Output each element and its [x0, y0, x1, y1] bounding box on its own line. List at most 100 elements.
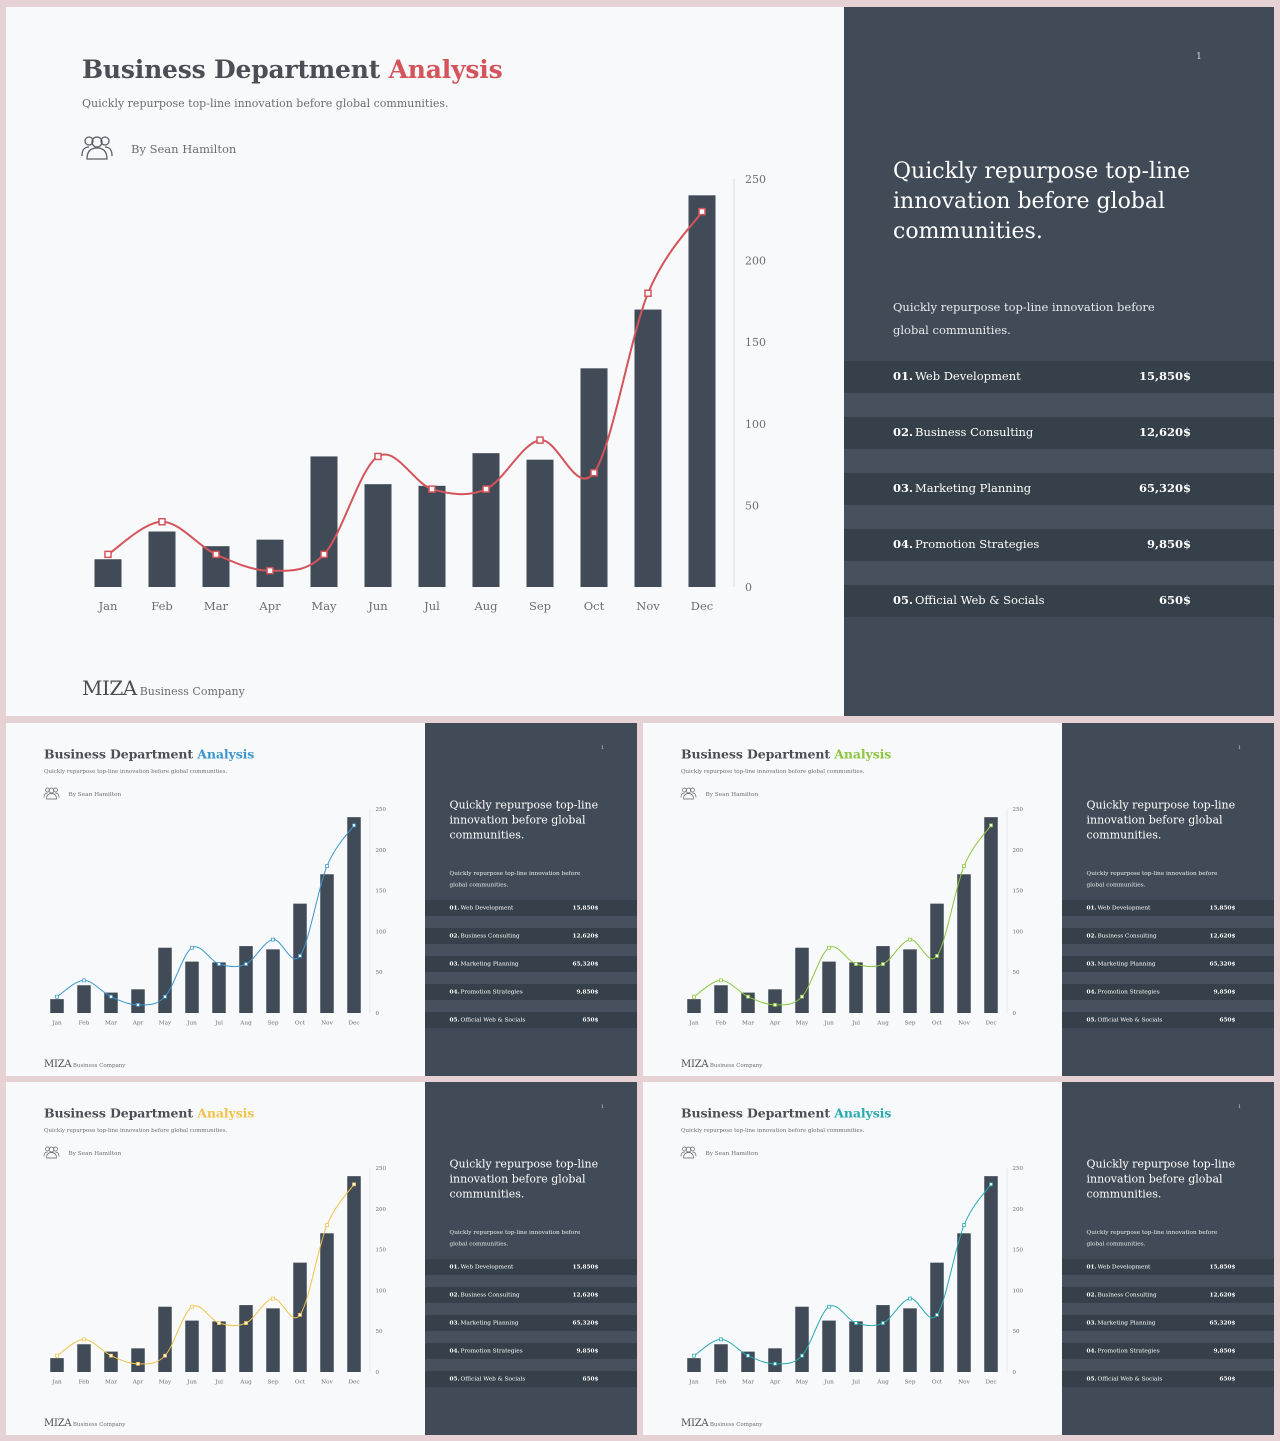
trend-line — [108, 212, 702, 571]
page-number: 1 — [1237, 1105, 1242, 1110]
trend-point-sep — [272, 938, 275, 941]
trend-point-sep — [909, 938, 912, 941]
service-number: 01. — [450, 1263, 460, 1270]
service-number: 03. — [893, 481, 913, 495]
service-label: Web Development — [1098, 904, 1151, 911]
panel-paragraph: Quickly repurpose top-line innovation be… — [450, 868, 600, 891]
bar-jul — [419, 486, 446, 587]
service-label: Official Web & Socials — [461, 1375, 526, 1382]
trend-point-jul — [855, 963, 858, 966]
trend-point-apr — [774, 1362, 777, 1365]
x-tick-label: Aug — [876, 1380, 889, 1386]
bar-nov — [957, 874, 971, 1013]
service-value: 12,620$ — [556, 1291, 599, 1298]
bar-apr — [768, 1348, 782, 1372]
service-value: 9,850$ — [1193, 1347, 1236, 1354]
panel-quote: Quickly repurpose top-line innovation be… — [450, 1157, 615, 1202]
x-tick-label: Apr — [132, 1380, 144, 1386]
bar-jun — [185, 1321, 199, 1372]
row-divider — [1062, 1275, 1274, 1287]
trend-point-nov — [963, 1224, 966, 1227]
row-divider — [425, 972, 637, 984]
y-tick-label: 0 — [1013, 1370, 1017, 1376]
x-tick-label: Dec — [691, 599, 713, 613]
service-label: Web Development — [461, 904, 514, 911]
x-tick-label: Sep — [267, 1380, 278, 1386]
x-tick-label: Jun — [186, 1380, 197, 1386]
y-tick-label: 50 — [1013, 1329, 1020, 1335]
trend-point-feb — [83, 979, 86, 982]
row-divider — [844, 505, 1274, 529]
trend-point-jun — [191, 1305, 194, 1308]
combo-chart: 250 200 150 100 50 0 Jan Feb Mar Apr May Jun Jul Aug S… — [643, 1082, 1062, 1435]
combo-chart: 250 200 150 100 50 0 Jan Feb Mar Apr May Jun Jul Aug S… — [6, 723, 425, 1076]
trend-line — [694, 1184, 991, 1364]
bar-feb — [77, 985, 91, 1013]
x-tick-label: Oct — [295, 1021, 306, 1027]
slide-variant-green[interactable]: Business Department Analysis Quickly rep… — [643, 723, 1274, 1076]
x-tick-label: Apr — [132, 1021, 144, 1027]
panel-paragraph: Quickly repurpose top-line innovation be… — [1087, 868, 1237, 891]
x-tick-label: Jul — [214, 1380, 223, 1386]
x-tick-label: Apr — [769, 1380, 781, 1386]
panel-paragraph: Quickly repurpose top-line innovation be… — [450, 1227, 600, 1250]
y-tick-label: 100 — [376, 929, 387, 935]
y-tick-label: 250 — [1013, 807, 1024, 813]
x-tick-label: Apr — [769, 1021, 781, 1027]
x-tick-label: Mar — [105, 1021, 117, 1027]
bar-apr — [257, 540, 284, 587]
slide-variant-blue[interactable]: Business Department Analysis Quickly rep… — [6, 723, 637, 1076]
bar-aug — [473, 453, 500, 587]
service-value: 65,320$ — [556, 960, 599, 967]
service-label: Promotion Strategies — [915, 537, 1039, 551]
x-tick-label: May — [159, 1021, 172, 1027]
service-value: 15,850$ — [556, 904, 599, 911]
trend-point-nov — [326, 865, 329, 868]
row-divider — [425, 1303, 637, 1315]
bar-jul — [212, 1321, 226, 1372]
service-number: 02. — [1087, 932, 1097, 939]
slide-content: Business Department Analysis Quickly rep… — [6, 7, 1274, 716]
trend-line — [57, 825, 354, 1005]
trend-point-mar — [110, 995, 113, 998]
y-tick-label: 150 — [745, 336, 766, 349]
trend-point-jul — [218, 963, 221, 966]
x-tick-label: Jan — [98, 599, 118, 613]
y-tick-label: 250 — [376, 807, 387, 813]
bar-aug — [239, 946, 253, 1013]
x-tick-label: Aug — [473, 599, 498, 613]
row-divider — [425, 1275, 637, 1287]
trend-point-mar — [110, 1354, 113, 1357]
bar-sep — [266, 949, 280, 1013]
x-tick-label: Mar — [742, 1380, 754, 1386]
row-divider — [1062, 1000, 1274, 1012]
trend-point-jan — [693, 995, 696, 998]
y-tick-label: 200 — [1013, 1207, 1024, 1213]
x-tick-label: Dec — [985, 1021, 996, 1027]
trend-point-feb — [83, 1338, 86, 1341]
service-value: 650$ — [1193, 1375, 1236, 1382]
x-tick-label: Sep — [529, 599, 551, 613]
trend-point-jul — [855, 1322, 858, 1325]
x-tick-label: Feb — [716, 1380, 727, 1386]
service-label: Promotion Strategies — [461, 1347, 523, 1354]
x-tick-label: Nov — [958, 1021, 970, 1027]
trend-point-jun — [191, 946, 194, 949]
bar-jun — [365, 484, 392, 587]
slide-main[interactable]: Business Department Analysis Quickly rep… — [6, 7, 1274, 716]
x-tick-label: Sep — [904, 1021, 915, 1027]
service-number: 01. — [450, 904, 460, 911]
bar-jun — [822, 1321, 836, 1372]
page-number: 1 — [1194, 52, 1204, 62]
panel-paragraph: Quickly repurpose top-line innovation be… — [1087, 1227, 1237, 1250]
trend-point-aug — [483, 486, 489, 492]
row-divider — [425, 1000, 637, 1012]
slide-variant-teal[interactable]: Business Department Analysis Quickly rep… — [643, 1082, 1274, 1435]
trend-point-mar — [747, 1354, 750, 1357]
y-tick-label: 100 — [1013, 929, 1024, 935]
bar-jan — [95, 559, 122, 587]
service-number: 05. — [893, 593, 913, 607]
bar-dec — [689, 195, 716, 587]
service-number: 03. — [450, 1319, 460, 1326]
slide-variant-yellow[interactable]: Business Department Analysis Quickly rep… — [6, 1082, 637, 1435]
